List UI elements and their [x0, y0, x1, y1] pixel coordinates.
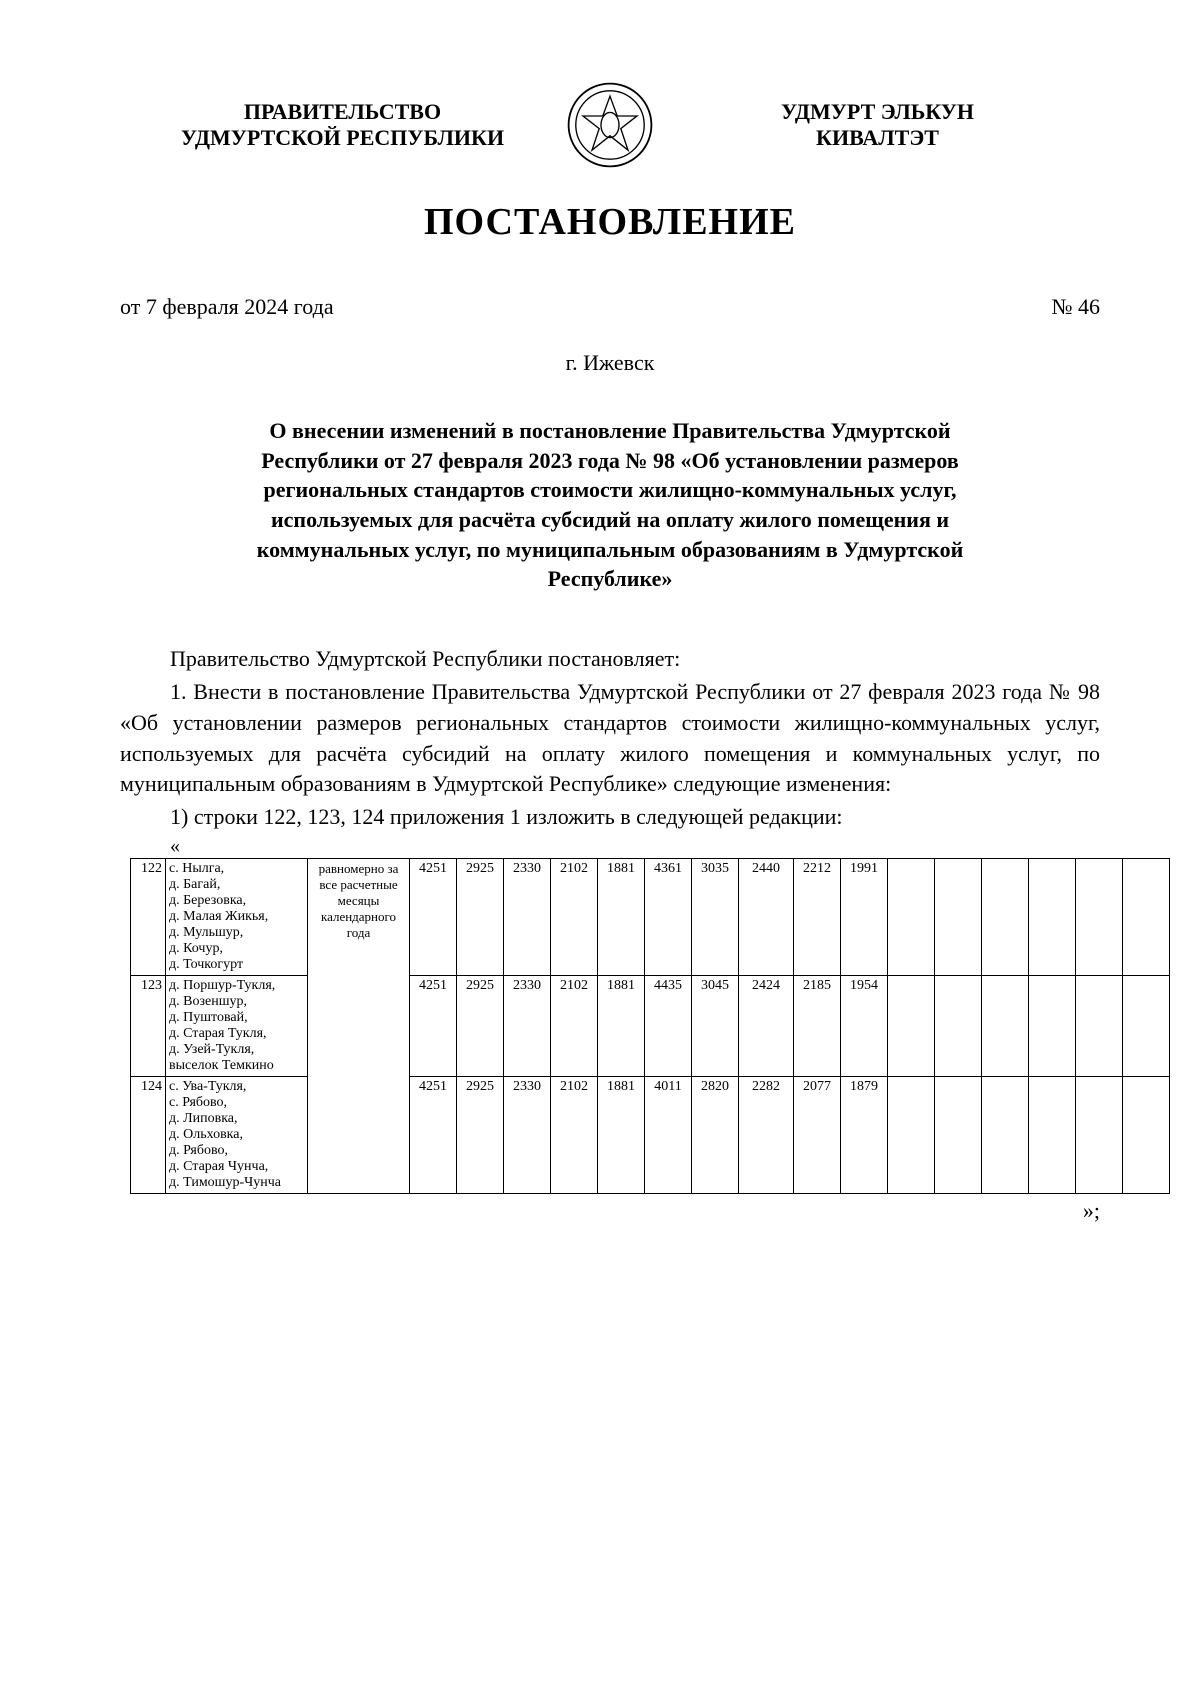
- org-line1: ПРАВИТЕЛЬСТВО: [120, 99, 565, 125]
- document-number: № 46: [1052, 294, 1101, 320]
- document-type: ПОСТАНОВЛЕНИЕ: [120, 200, 1100, 244]
- amendment-table: 122с. Нылга,д. Багай,д. Березовка,д. Мал…: [130, 858, 1170, 1194]
- value-cell: 4251: [410, 975, 457, 1076]
- value-cell: 2925: [457, 1076, 504, 1193]
- value-cell: [1123, 1076, 1170, 1193]
- value-cell: 2212: [794, 858, 841, 975]
- value-cell: [1029, 858, 1076, 975]
- table-row: 122с. Нылга,д. Багай,д. Березовка,д. Мал…: [131, 858, 1170, 975]
- value-cell: 2820: [692, 1076, 739, 1193]
- value-cell: 4361: [645, 858, 692, 975]
- org-name-udm: УДМУРТ ЭЛЬКУН КИВАЛТЭТ: [655, 99, 1100, 151]
- close-quote: »;: [120, 1198, 1100, 1224]
- value-cell: [888, 1076, 935, 1193]
- locality-names: с. Нылга,д. Багай,д. Березовка,д. Малая …: [166, 858, 308, 975]
- value-cell: [982, 858, 1029, 975]
- org-name-ru: ПРАВИТЕЛЬСТВО УДМУРТСКОЙ РЕСПУБЛИКИ: [120, 99, 565, 151]
- value-cell: 4011: [645, 1076, 692, 1193]
- value-cell: 3045: [692, 975, 739, 1076]
- value-cell: [982, 975, 1029, 1076]
- row-number: 123: [131, 975, 166, 1076]
- value-cell: 1954: [841, 975, 888, 1076]
- value-cell: 2330: [504, 858, 551, 975]
- value-cell: [1029, 1076, 1076, 1193]
- locality-names: с. Ува-Тукля,с. Рябово,д. Липовка,д. Оль…: [166, 1076, 308, 1193]
- value-cell: [888, 975, 935, 1076]
- value-cell: 4251: [410, 858, 457, 975]
- coat-of-arms-icon: [565, 80, 655, 170]
- locality-names: д. Поршур-Тукля,д. Возеншур,д. Пуштовай,…: [166, 975, 308, 1076]
- value-cell: 2925: [457, 975, 504, 1076]
- value-cell: 4251: [410, 1076, 457, 1193]
- value-cell: 2925: [457, 858, 504, 975]
- value-cell: 1881: [598, 1076, 645, 1193]
- org-line2: УДМУРТСКОЙ РЕСПУБЛИКИ: [120, 125, 565, 151]
- subject: О внесении изменений в постановление Пра…: [220, 416, 1000, 594]
- value-cell: 2102: [551, 1076, 598, 1193]
- org-udm-line1: УДМУРТ ЭЛЬКУН: [655, 99, 1100, 125]
- value-cell: 1879: [841, 1076, 888, 1193]
- value-cell: 2424: [739, 975, 794, 1076]
- calculation-note: равномерно за все расчетные месяцы кален…: [308, 858, 410, 1193]
- city: г. Ижевск: [120, 350, 1100, 376]
- value-cell: 2102: [551, 975, 598, 1076]
- value-cell: 1991: [841, 858, 888, 975]
- value-cell: 2330: [504, 1076, 551, 1193]
- clause-1: 1. Внести в постановление Правительства …: [120, 677, 1100, 800]
- value-cell: 2185: [794, 975, 841, 1076]
- value-cell: 1881: [598, 975, 645, 1076]
- table-row: 124с. Ува-Тукля,с. Рябово,д. Липовка,д. …: [131, 1076, 1170, 1193]
- date-number-row: от 7 февраля 2024 года № 46: [120, 294, 1100, 320]
- document-date: от 7 февраля 2024 года: [120, 294, 334, 320]
- value-cell: [1029, 975, 1076, 1076]
- value-cell: [935, 1076, 982, 1193]
- value-cell: [1123, 858, 1170, 975]
- value-cell: [1076, 975, 1123, 1076]
- value-cell: [935, 975, 982, 1076]
- value-cell: 2330: [504, 975, 551, 1076]
- row-number: 122: [131, 858, 166, 975]
- value-cell: [1076, 858, 1123, 975]
- clause-1-sub1: 1) строки 122, 123, 124 приложения 1 изл…: [120, 802, 1100, 833]
- value-cell: 1881: [598, 858, 645, 975]
- table-row: 123д. Поршур-Тукля,д. Возеншур,д. Пуштов…: [131, 975, 1170, 1076]
- value-cell: 3035: [692, 858, 739, 975]
- open-quote: «: [120, 835, 1100, 858]
- value-cell: [935, 858, 982, 975]
- value-cell: [982, 1076, 1029, 1193]
- value-cell: 2282: [739, 1076, 794, 1193]
- value-cell: [888, 858, 935, 975]
- value-cell: 2102: [551, 858, 598, 975]
- org-udm-line2: КИВАЛТЭТ: [655, 125, 1100, 151]
- value-cell: 2077: [794, 1076, 841, 1193]
- value-cell: [1123, 975, 1170, 1076]
- row-number: 124: [131, 1076, 166, 1193]
- value-cell: [1076, 1076, 1123, 1193]
- letterhead: ПРАВИТЕЛЬСТВО УДМУРТСКОЙ РЕСПУБЛИКИ УДМУ…: [120, 80, 1100, 170]
- value-cell: 2440: [739, 858, 794, 975]
- value-cell: 4435: [645, 975, 692, 1076]
- preamble: Правительство Удмуртской Республики пост…: [120, 644, 1100, 675]
